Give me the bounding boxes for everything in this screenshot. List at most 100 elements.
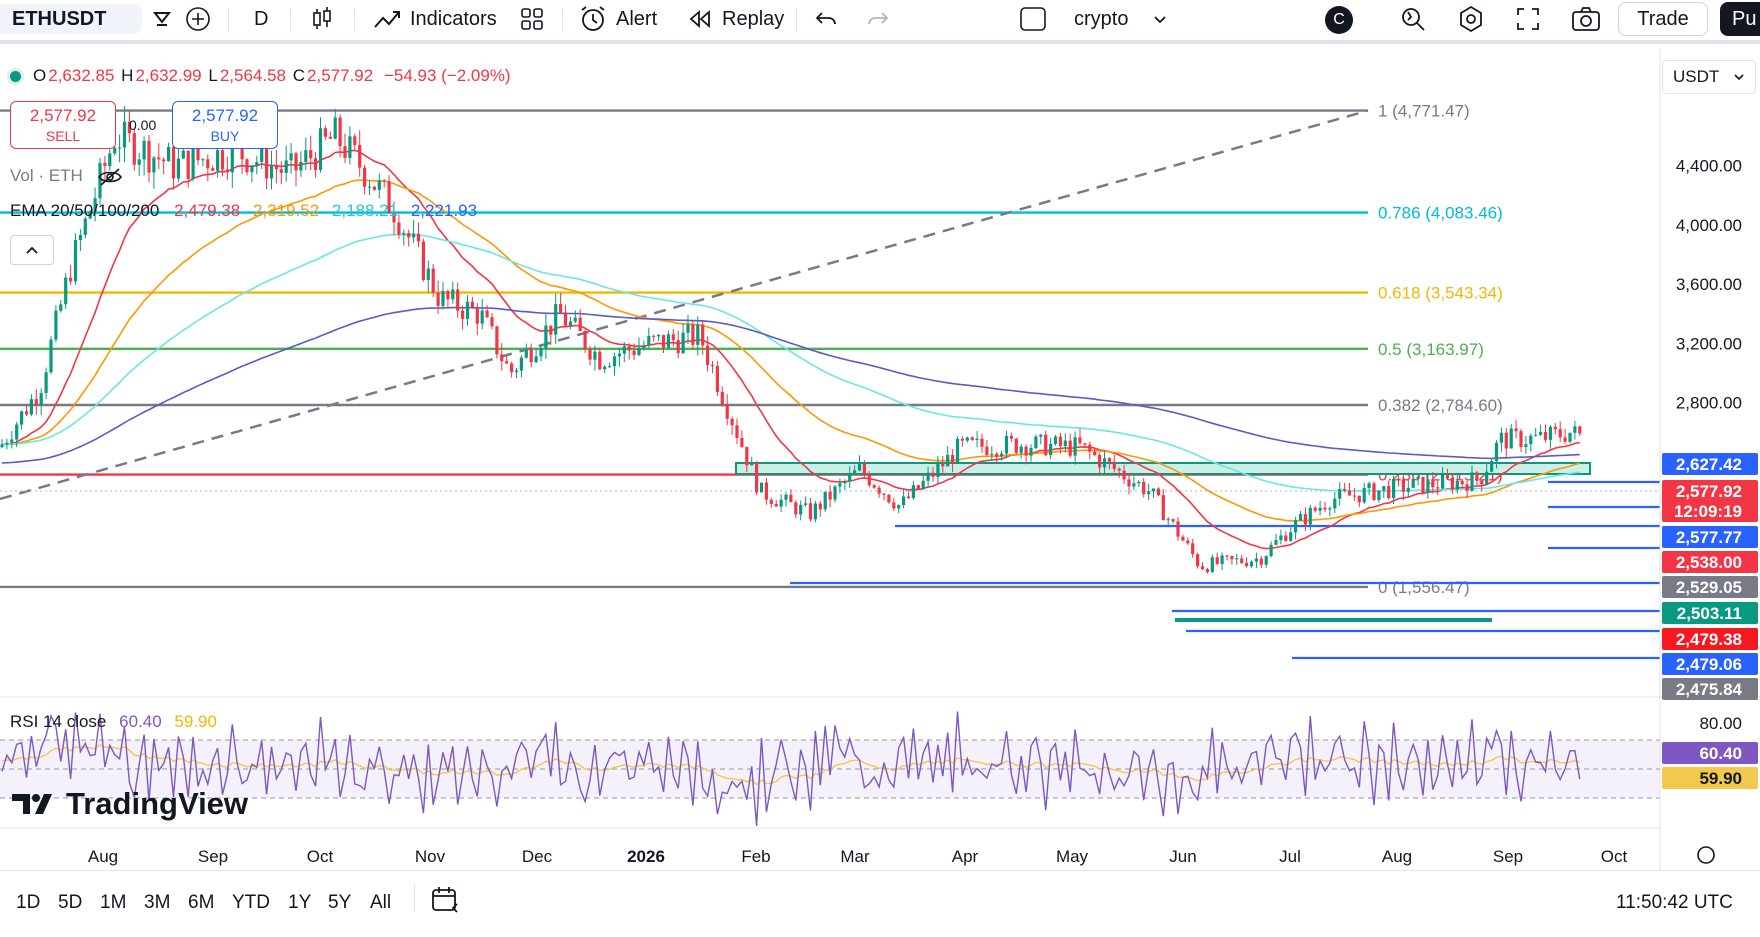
camera-icon[interactable] [1570,0,1602,38]
layout-name[interactable]: crypto [1074,0,1128,38]
collapse-legend-button[interactable] [10,235,54,265]
volume-legend[interactable]: Vol · ETH [10,166,123,187]
timeframe-button-1y[interactable]: 1Y [288,892,312,913]
layouts-grid-icon[interactable] [518,0,546,38]
candle-body [274,165,278,170]
timeframe-button-5y[interactable]: 5Y [328,892,352,913]
candle-body [715,366,719,392]
fib-level-label: 0.382 (2,784.60) [1378,396,1503,415]
settings-gear-icon[interactable] [1456,0,1486,38]
fullscreen-icon[interactable] [1514,0,1542,38]
candle-body [735,425,739,438]
trade-button[interactable]: Trade [1618,2,1708,36]
alarm-clock-icon [581,6,605,31]
candle-body [1401,479,1405,492]
candle-body [1303,514,1307,525]
interval-button[interactable]: D [254,0,268,38]
candle-body [304,150,308,162]
candle-body [612,356,617,367]
candle-body [955,438,960,464]
price-axis-label: 3,600.00 [1676,275,1742,294]
replay-button[interactable]: Replay [686,0,784,38]
candle-body [367,186,372,188]
undo-icon[interactable] [812,0,840,38]
candle-body [1441,474,1445,489]
indicators-button[interactable]: Indicators [372,0,497,38]
calendar-goto-icon[interactable] [430,884,460,919]
indicators-label: Indicators [410,7,497,30]
candle-body [245,159,249,173]
rsi-legend[interactable]: RSI 14 close 60.40 59.90 [10,712,219,732]
candle-body [1176,521,1180,537]
chevron-down-icon[interactable] [1150,0,1170,38]
candle-body [1509,428,1513,449]
candle-body [1529,435,1533,445]
candle-body [1014,438,1018,453]
add-symbol-icon[interactable] [184,0,212,38]
candle-body [730,418,734,426]
compare-symbol-icon[interactable] [148,0,176,38]
price-tag [1662,551,1758,573]
avatar[interactable]: C [1325,6,1353,34]
candle-body [1049,443,1053,456]
price-tag [1662,653,1758,675]
candle-body [240,143,244,160]
candle-body [5,442,9,445]
time-axis-label: Aug [1382,847,1412,866]
candle-body [681,332,685,354]
candle-body [588,348,592,360]
candles-icon[interactable] [308,0,336,38]
timeframe-button-1d[interactable]: 1D [16,892,41,913]
timeframe-button-5d[interactable]: 5D [58,892,83,913]
candle-body [255,162,259,166]
candle-body [59,304,63,311]
timeframe-button-1m[interactable]: 1M [100,892,127,913]
candle-body [696,324,700,345]
timeframe-button-all[interactable]: All [370,892,392,913]
candle-body [387,181,391,213]
quick-search-icon[interactable] [1398,0,1428,38]
buy-button[interactable]: 2,577.92 BUY [172,101,278,149]
candle-body [823,491,827,510]
price-tag-label: 2,577.77 [1676,528,1742,547]
candle-body [975,438,979,440]
candle-body [710,364,715,367]
candle-body [431,268,435,293]
interval-label: D [254,7,269,30]
candle-body [1058,436,1062,446]
tradingview-logo[interactable]: TradingView [12,786,248,822]
sell-button[interactable]: 2,577.92 SELL [10,101,116,149]
ema-legend[interactable]: EMA 20/50/100/200 2,479.38 2,319.52 2,18… [10,201,479,221]
alert-button[interactable]: Alert [578,0,657,38]
time-axis-label: Aug [88,847,118,866]
candle-body [627,346,631,351]
rsi-value: 60.40 [119,712,162,731]
candle-body [294,153,298,171]
candle-body [598,351,602,370]
candle-body [20,411,24,425]
eye-hidden-icon[interactable] [97,167,123,187]
candle-body [230,141,234,173]
publish-button[interactable]: Pu [1720,2,1760,36]
layout-square-icon[interactable] [1018,0,1048,38]
currency-selector[interactable]: USDT [1662,60,1756,94]
clock-timezone[interactable]: 11:50:42 UTC [1616,892,1733,914]
timeframe-button-6m[interactable]: 6M [188,892,215,913]
timeframe-button-ytd[interactable]: YTD [232,892,270,913]
symbol-search[interactable]: ETHUSDT [0,4,142,34]
fib-level-label: 0.786 (4,083.46) [1378,204,1503,223]
candle-body [583,331,587,349]
candle-body [544,325,548,349]
candle-body [862,463,866,475]
candle-body [1421,476,1425,494]
candle-body [1024,446,1028,456]
timeframe-button-3m[interactable]: 3M [144,892,171,913]
candle-body [485,310,489,318]
ohlc-high-label: H [121,66,134,85]
redo-icon[interactable] [864,0,892,38]
candle-body [1372,483,1376,500]
candle-body [1102,458,1107,468]
candle-body [720,391,724,405]
replay-icon [689,10,710,28]
